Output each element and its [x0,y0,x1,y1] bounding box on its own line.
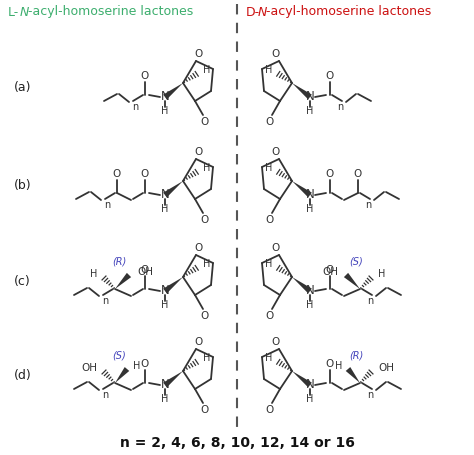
Text: N: N [306,91,314,103]
Text: (a): (a) [14,81,31,95]
Text: H: H [161,106,169,116]
Text: O: O [266,117,274,127]
Polygon shape [115,273,131,289]
Text: N: N [161,91,169,103]
Text: n: n [132,102,138,112]
Polygon shape [292,277,312,293]
Text: O: O [141,169,149,179]
Text: O: O [201,405,209,415]
Text: H: H [161,394,169,404]
Text: H: H [264,353,272,363]
Text: n: n [365,200,371,210]
Text: O: O [141,359,149,369]
Text: (b): (b) [14,180,32,192]
Text: O: O [113,169,121,179]
Text: (d): (d) [14,369,32,383]
Text: (c): (c) [14,275,31,288]
Text: O: O [141,265,149,275]
Text: N: N [306,284,314,298]
Text: O: O [266,405,274,415]
Text: O: O [326,359,334,369]
Text: H: H [306,204,314,214]
Text: OH: OH [322,267,338,277]
Polygon shape [163,83,183,99]
Polygon shape [115,367,129,383]
Text: n: n [367,390,373,400]
Text: N: N [306,379,314,391]
Text: (S): (S) [112,350,126,360]
Polygon shape [292,371,312,387]
Text: O: O [272,147,280,157]
Text: -acyl-homoserine lactones: -acyl-homoserine lactones [266,5,431,19]
Text: (R): (R) [112,256,126,266]
Text: n: n [367,296,373,306]
Text: H: H [264,259,272,269]
Text: n: n [337,102,343,112]
Text: N: N [258,5,267,19]
Text: O: O [354,169,362,179]
Text: N: N [306,188,314,202]
Text: O: O [266,311,274,321]
Text: O: O [195,147,203,157]
Polygon shape [163,277,183,293]
Text: O: O [201,117,209,127]
Text: H: H [306,106,314,116]
Text: -acyl-homoserine lactones: -acyl-homoserine lactones [28,5,193,19]
Text: n: n [104,200,110,210]
Text: H: H [264,65,272,75]
Text: H: H [203,353,210,363]
Text: H: H [203,259,210,269]
Polygon shape [344,273,360,289]
Text: N: N [161,284,169,298]
Text: O: O [201,311,209,321]
Text: L-: L- [8,5,19,19]
Text: O: O [272,49,280,59]
Text: N: N [161,188,169,202]
Text: H: H [264,163,272,173]
Text: O: O [326,169,334,179]
Text: D-: D- [246,5,260,19]
Text: n: n [102,390,108,400]
Text: N: N [161,379,169,391]
Text: H: H [378,269,385,279]
Text: H: H [203,163,210,173]
Text: O: O [266,215,274,225]
Text: O: O [272,243,280,253]
Polygon shape [163,181,183,197]
Text: H: H [306,394,314,404]
Text: O: O [272,337,280,347]
Text: H: H [161,204,169,214]
Text: OH: OH [137,267,153,277]
Text: O: O [141,71,149,81]
Text: H: H [133,361,140,371]
Polygon shape [346,367,360,383]
Text: O: O [201,215,209,225]
Text: H: H [203,65,210,75]
Text: n: n [102,296,108,306]
Text: O: O [195,243,203,253]
Text: N: N [20,5,29,19]
Text: n = 2, 4, 6, 8, 10, 12, 14 or 16: n = 2, 4, 6, 8, 10, 12, 14 or 16 [119,436,355,450]
Polygon shape [292,181,312,197]
Text: O: O [195,49,203,59]
Text: O: O [326,265,334,275]
Text: H: H [90,269,97,279]
Text: OH: OH [378,363,394,373]
Text: OH: OH [81,363,97,373]
Text: H: H [161,300,169,310]
Text: H: H [306,300,314,310]
Text: (S): (S) [349,256,363,266]
Polygon shape [163,371,183,387]
Text: H: H [335,361,342,371]
Text: O: O [326,71,334,81]
Text: O: O [195,337,203,347]
Text: (R): (R) [349,350,363,360]
Polygon shape [292,83,312,99]
